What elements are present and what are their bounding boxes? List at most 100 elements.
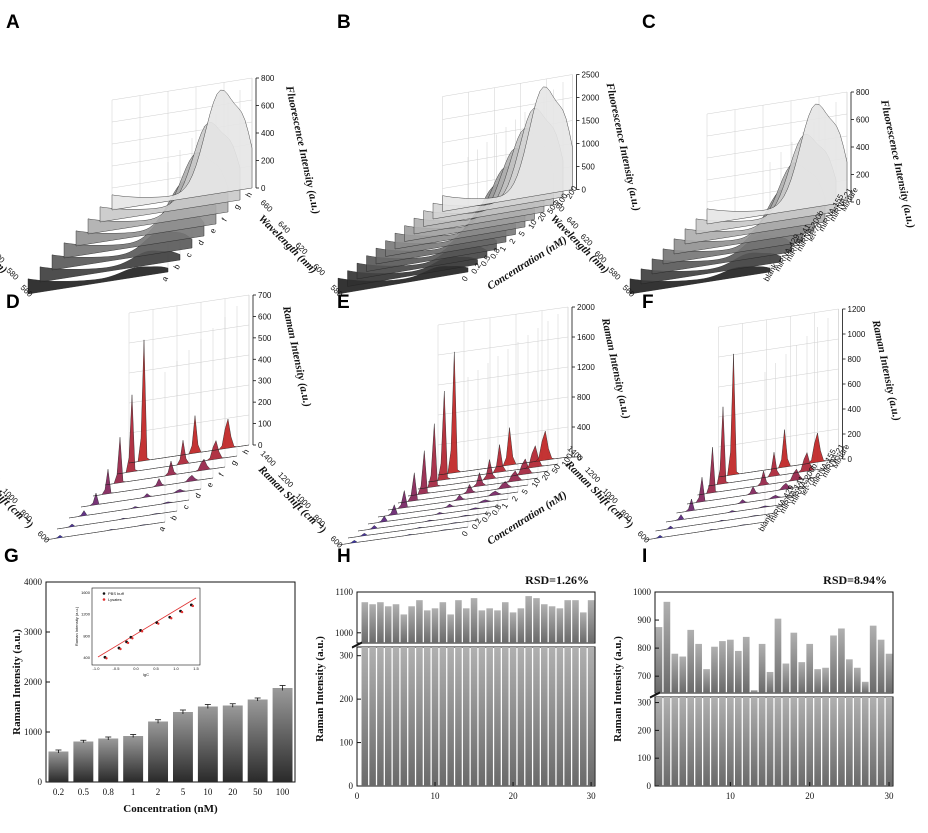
spectrum-series (80, 488, 202, 508)
bar-lower (838, 697, 845, 786)
z-tick-label: 800 (261, 74, 275, 83)
bar-upper (416, 600, 423, 643)
bar-lower (655, 697, 663, 786)
rsd-annotation: RSD=1.26% (525, 573, 589, 587)
bar-upper (719, 641, 726, 693)
bar-upper (533, 598, 540, 643)
y-tick-label: 1000 (335, 628, 354, 638)
bar-lower (361, 647, 369, 786)
bar-upper (846, 659, 853, 693)
z-tick-label: 0 (577, 453, 582, 462)
bar-upper (486, 608, 493, 643)
bar-lower (774, 697, 782, 786)
grid-line (718, 398, 839, 418)
spectrum-series (56, 510, 178, 530)
inset-x-tick: -0.5 (113, 666, 121, 671)
bar-upper (455, 600, 462, 643)
bar-upper (742, 636, 750, 693)
bar-upper (572, 600, 579, 643)
x-tick-label: 0.5 (78, 787, 90, 797)
spectrum-series (706, 103, 848, 225)
bar-lower (447, 647, 454, 786)
bar-lower (509, 647, 517, 786)
z-tick-label: 1600 (577, 333, 595, 342)
bar-lower (541, 647, 548, 786)
z-tick-label: 1200 (848, 305, 866, 314)
bar-upper (431, 608, 439, 643)
z-tick-label: 0 (848, 455, 853, 464)
panel-label-d: D (6, 292, 20, 313)
series-label: f (220, 216, 229, 223)
x-tick-label: 0.2 (53, 787, 64, 797)
bar-lower (416, 647, 423, 786)
bar-upper (392, 604, 400, 643)
spectrum-series (111, 89, 253, 211)
z-tick-label: 1200 (577, 363, 595, 372)
bar-upper (663, 601, 671, 693)
x-tick-label: 0.8 (103, 787, 115, 797)
x-tick-label: 0 (355, 791, 360, 801)
bar (73, 741, 94, 782)
x-tick-label: 600 (636, 529, 652, 545)
bar-lower (564, 647, 571, 786)
series-label: b (172, 262, 182, 271)
grid-line (437, 396, 569, 416)
inset-y-tick: 400 (83, 655, 90, 660)
bar-chart-g: 0 1000 2000 3000 4000 0.2 0.5 0.8 1 2 5 10 20 50 100 Co… (11, 577, 296, 815)
z-axis-title: Raman Intensity (a.u.) (869, 318, 902, 422)
spectrum-series (417, 423, 549, 490)
bar-lower (782, 697, 790, 786)
bar-upper (377, 602, 384, 643)
bar-lower (877, 697, 885, 786)
z-tick-label: 0 (856, 198, 861, 207)
z-tick-label: 800 (848, 355, 862, 364)
series-label: h (241, 448, 251, 456)
bar-upper (447, 614, 454, 643)
bar-lower (861, 697, 869, 786)
bar-chart-h: 0 100 200 300 1000 1100 0 10 20 30 RSD=1.26% Raman … (314, 573, 601, 801)
axis-break-mark (351, 641, 363, 648)
bar-lower (679, 697, 687, 786)
bar-lower (439, 647, 447, 786)
x-axis-title: Concentration (nM) (123, 803, 218, 815)
series-label: g (229, 459, 239, 467)
bar-lower (408, 647, 415, 786)
bar-upper (655, 627, 663, 693)
series-label: h (244, 191, 254, 199)
bar (172, 712, 193, 782)
bar-upper (587, 600, 595, 643)
spectrum-series (367, 505, 499, 525)
spectrum-series (128, 339, 250, 464)
z-tick-label: 800 (856, 88, 870, 97)
y-tick-label: 3000 (24, 627, 43, 637)
z-axis-title: Fluorescence Intensity (a.u.) (603, 81, 642, 212)
z-tick-label: 0 (261, 184, 266, 193)
inset-y-tick: 800 (83, 633, 90, 638)
x-tick-label: 30 (587, 791, 597, 801)
bar (272, 688, 293, 782)
x-axis-title: Raman Shift (cm⁻¹) (255, 463, 328, 536)
bar (148, 721, 169, 782)
x-axis-title: Raman Shift (cm⁻¹) (562, 458, 635, 531)
bar-upper (470, 598, 478, 643)
bar-lower (431, 647, 439, 786)
inset-y-tick: 1600 (81, 590, 91, 595)
bar-lower (703, 697, 710, 786)
bar-lower (663, 697, 671, 786)
rsd-annotation: RSD=8.94% (823, 573, 887, 587)
bar-upper (766, 671, 774, 693)
x-tick-label: 5 (181, 787, 186, 797)
bar-upper (439, 602, 447, 643)
x-tick-label: 1 (131, 787, 136, 797)
spectrum-series (377, 498, 509, 518)
bar-upper (478, 610, 486, 643)
bar-upper (509, 612, 517, 643)
inset-x-tick: 0.5 (153, 666, 159, 671)
grid-line (437, 426, 569, 446)
z-tick-label: 200 (848, 430, 862, 439)
bar-upper (838, 628, 845, 693)
x-axis-title: Raman Shift (cm⁻¹) (0, 458, 35, 531)
series-label: e (208, 226, 218, 235)
y-tick-label: 1100 (335, 587, 353, 597)
